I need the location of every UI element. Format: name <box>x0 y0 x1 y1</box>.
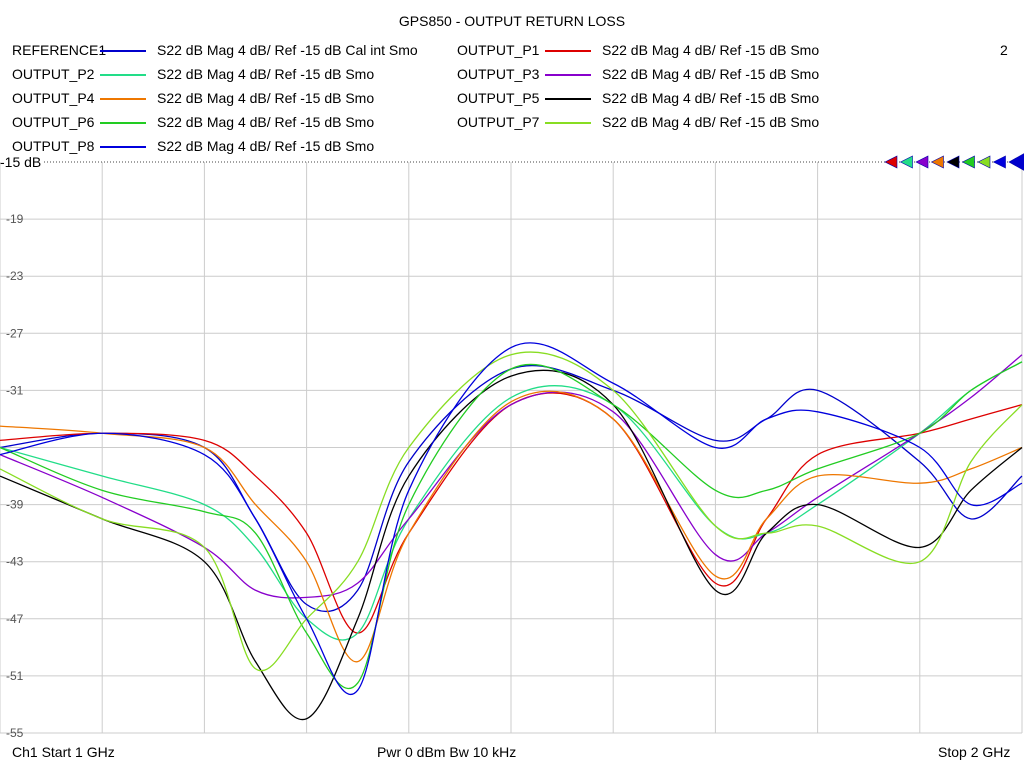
y-tick-label: -43 <box>6 555 24 569</box>
reference-marker-triangle <box>961 155 975 169</box>
trace-output-p6 <box>0 361 1023 690</box>
y-tick-labels: -19 -23 -27 -31 -39 -43 -47 -51 -55 <box>6 212 24 740</box>
legend-series-name: OUTPUT_P4 <box>12 90 95 106</box>
trace-output-p3 <box>0 354 1023 599</box>
legend-series-description: S22 dB Mag 4 dB/ Ref -15 dB Smo <box>602 66 820 82</box>
legend-series-name: OUTPUT_P6 <box>12 114 95 130</box>
reference-marker-triangle <box>946 155 960 169</box>
legend-series-description: S22 dB Mag 4 dB/ Ref -15 dB Cal int Smo <box>157 42 418 58</box>
y-tick-label: -31 <box>6 383 24 397</box>
reference-marker-triangle <box>884 155 898 169</box>
reference-marker-triangle <box>1008 153 1024 171</box>
legend-swatch <box>545 74 591 76</box>
reference-level-label: -15 dB <box>0 154 42 170</box>
footer-power-bandwidth: Pwr 0 dBm Bw 10 kHz <box>377 744 517 760</box>
trace-output-p2 <box>0 361 1023 641</box>
y-tick-label: -51 <box>6 669 24 683</box>
chart-title: GPS850 - OUTPUT RETURN LOSS <box>398 13 626 29</box>
reference-marker-triangle <box>977 155 991 169</box>
legend-series-name: REFERENCE1 <box>12 42 107 58</box>
reference-marker-triangle <box>915 155 929 169</box>
reference-marker-triangle <box>899 155 913 169</box>
grid <box>0 162 1023 734</box>
trace-output-p7 <box>0 351 1023 672</box>
trace-output-p4 <box>0 390 1023 663</box>
legend-series-name: OUTPUT_P3 <box>457 66 540 82</box>
legend-swatch <box>100 74 146 76</box>
channel-number: 2 <box>1000 42 1008 58</box>
legend-swatch <box>545 50 591 52</box>
trace-output-p5 <box>0 369 1023 721</box>
legend-series-name: OUTPUT_P8 <box>12 138 95 154</box>
traces <box>0 342 1023 721</box>
legend-series-name: OUTPUT_P1 <box>457 42 540 58</box>
y-tick-label: -55 <box>6 726 24 740</box>
legend-series-description: S22 dB Mag 4 dB/ Ref -15 dB Smo <box>157 138 375 154</box>
y-tick-label: -39 <box>6 498 24 512</box>
footer-start: Ch1 Start 1 GHz <box>12 744 115 760</box>
legend-series-name: OUTPUT_P5 <box>457 90 540 106</box>
legend-series-description: S22 dB Mag 4 dB/ Ref -15 dB Smo <box>602 42 820 58</box>
legend-series-description: S22 dB Mag 4 dB/ Ref -15 dB Smo <box>157 90 375 106</box>
trace-reference1 <box>0 364 1023 613</box>
legend-swatch <box>545 98 591 100</box>
y-tick-label: -23 <box>6 269 24 283</box>
legend-series-description: S22 dB Mag 4 dB/ Ref -15 dB Smo <box>157 114 375 130</box>
trace-output-p8 <box>0 342 1023 695</box>
reference-marker-triangle <box>930 155 944 169</box>
reference-markers <box>884 153 1024 171</box>
legend-swatch <box>100 122 146 124</box>
y-tick-label: -47 <box>6 612 24 626</box>
legend-swatch <box>100 98 146 100</box>
legend-series-name: OUTPUT_P2 <box>12 66 95 82</box>
reference-marker-triangle <box>992 155 1006 169</box>
legend-series-description: S22 dB Mag 4 dB/ Ref -15 dB Smo <box>157 66 375 82</box>
y-tick-label: -19 <box>6 212 24 226</box>
y-tick-label: -27 <box>6 326 24 340</box>
footer-stop: Stop 2 GHz <box>938 744 1011 760</box>
legend-swatch <box>100 146 146 148</box>
legend-series-description: S22 dB Mag 4 dB/ Ref -15 dB Smo <box>602 114 820 130</box>
legend-series-name: OUTPUT_P7 <box>457 114 540 130</box>
legend-swatch <box>545 122 591 124</box>
legend-series-description: S22 dB Mag 4 dB/ Ref -15 dB Smo <box>602 90 820 106</box>
legend-swatch <box>100 50 146 52</box>
